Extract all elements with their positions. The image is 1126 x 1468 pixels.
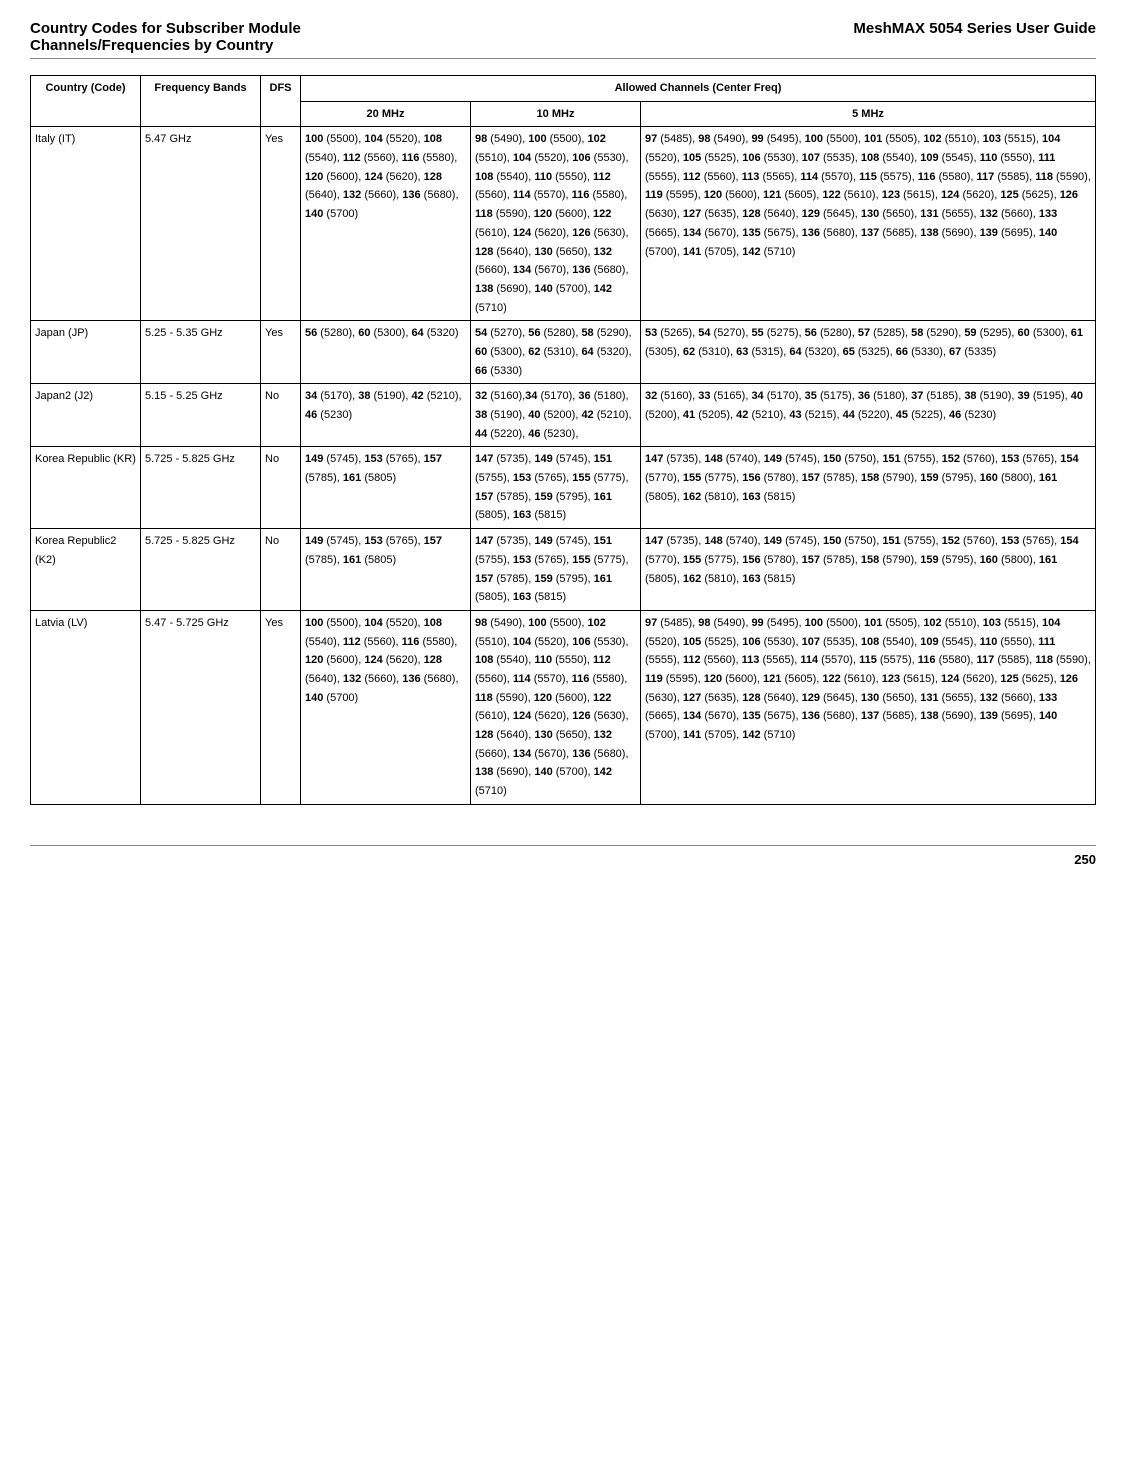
cell-country: Korea Republic2 (K2) bbox=[31, 529, 141, 611]
cell-freq: 5.25 - 5.35 GHz bbox=[141, 321, 261, 384]
table-row: Japan (JP)5.25 - 5.35 GHzYes56 (5280), 6… bbox=[31, 321, 1096, 384]
cell-c10: 147 (5735), 149 (5745), 151 (5755), 153 … bbox=[471, 529, 641, 611]
cell-c10: 54 (5270), 56 (5280), 58 (5290), 60 (530… bbox=[471, 321, 641, 384]
cell-freq: 5.47 GHz bbox=[141, 127, 261, 321]
table-row: Korea Republic2 (K2)5.725 - 5.825 GHzNo1… bbox=[31, 529, 1096, 611]
cell-country: Italy (IT) bbox=[31, 127, 141, 321]
cell-c5: 97 (5485), 98 (5490), 99 (5495), 100 (55… bbox=[641, 127, 1096, 321]
cell-c10: 98 (5490), 100 (5500), 102 (5510), 104 (… bbox=[471, 610, 641, 804]
cell-c5: 97 (5485), 98 (5490), 99 (5495), 100 (55… bbox=[641, 610, 1096, 804]
header-right: MeshMAX 5054 Series User Guide bbox=[853, 20, 1096, 37]
cell-c10: 98 (5490), 100 (5500), 102 (5510), 104 (… bbox=[471, 127, 641, 321]
cell-dfs: Yes bbox=[261, 321, 301, 384]
cell-country: Japan (JP) bbox=[31, 321, 141, 384]
table-head: Country (Code) Frequency Bands DFS Allow… bbox=[31, 76, 1096, 127]
cell-c5: 53 (5265), 54 (5270), 55 (5275), 56 (528… bbox=[641, 321, 1096, 384]
th-freq: Frequency Bands bbox=[141, 76, 261, 127]
cell-dfs: Yes bbox=[261, 127, 301, 321]
cell-c20: 100 (5500), 104 (5520), 108 (5540), 112 … bbox=[301, 127, 471, 321]
cell-dfs: No bbox=[261, 447, 301, 529]
cell-c20: 100 (5500), 104 (5520), 108 (5540), 112 … bbox=[301, 610, 471, 804]
th-5mhz: 5 MHz bbox=[641, 101, 1096, 127]
th-20mhz: 20 MHz bbox=[301, 101, 471, 127]
th-country: Country (Code) bbox=[31, 76, 141, 127]
page-number: 250 bbox=[30, 852, 1096, 867]
header-left-line2: Channels/Frequencies by Country bbox=[30, 37, 301, 54]
cell-c20: 34 (5170), 38 (5190), 42 (5210), 46 (523… bbox=[301, 384, 471, 447]
cell-freq: 5.725 - 5.825 GHz bbox=[141, 447, 261, 529]
cell-c5: 147 (5735), 148 (5740), 149 (5745), 150 … bbox=[641, 529, 1096, 611]
header-left: Country Codes for Subscriber Module Chan… bbox=[30, 20, 301, 54]
channel-table: Country (Code) Frequency Bands DFS Allow… bbox=[30, 75, 1096, 805]
header-left-line1: Country Codes for Subscriber Module bbox=[30, 20, 301, 37]
cell-c10: 32 (5160),34 (5170), 36 (5180), 38 (5190… bbox=[471, 384, 641, 447]
th-10mhz: 10 MHz bbox=[471, 101, 641, 127]
cell-freq: 5.15 - 5.25 GHz bbox=[141, 384, 261, 447]
footer-divider bbox=[30, 845, 1096, 846]
cell-c5: 32 (5160), 33 (5165), 34 (5170), 35 (517… bbox=[641, 384, 1096, 447]
table-row: Italy (IT)5.47 GHzYes100 (5500), 104 (55… bbox=[31, 127, 1096, 321]
table-body: Italy (IT)5.47 GHzYes100 (5500), 104 (55… bbox=[31, 127, 1096, 804]
header-divider bbox=[30, 58, 1096, 59]
table-row: Japan2 (J2)5.15 - 5.25 GHzNo34 (5170), 3… bbox=[31, 384, 1096, 447]
cell-dfs: Yes bbox=[261, 610, 301, 804]
cell-c20: 56 (5280), 60 (5300), 64 (5320) bbox=[301, 321, 471, 384]
th-allowed: Allowed Channels (Center Freq) bbox=[301, 76, 1096, 102]
cell-dfs: No bbox=[261, 384, 301, 447]
cell-c20: 149 (5745), 153 (5765), 157 (5785), 161 … bbox=[301, 529, 471, 611]
cell-country: Latvia (LV) bbox=[31, 610, 141, 804]
cell-c20: 149 (5745), 153 (5765), 157 (5785), 161 … bbox=[301, 447, 471, 529]
th-dfs: DFS bbox=[261, 76, 301, 127]
table-row: Korea Republic (KR)5.725 - 5.825 GHzNo14… bbox=[31, 447, 1096, 529]
cell-freq: 5.47 - 5.725 GHz bbox=[141, 610, 261, 804]
page-header: Country Codes for Subscriber Module Chan… bbox=[30, 20, 1096, 54]
cell-country: Japan2 (J2) bbox=[31, 384, 141, 447]
cell-c10: 147 (5735), 149 (5745), 151 (5755), 153 … bbox=[471, 447, 641, 529]
table-row: Latvia (LV)5.47 - 5.725 GHzYes100 (5500)… bbox=[31, 610, 1096, 804]
cell-c5: 147 (5735), 148 (5740), 149 (5745), 150 … bbox=[641, 447, 1096, 529]
cell-country: Korea Republic (KR) bbox=[31, 447, 141, 529]
table-head-row-1: Country (Code) Frequency Bands DFS Allow… bbox=[31, 76, 1096, 102]
cell-freq: 5.725 - 5.825 GHz bbox=[141, 529, 261, 611]
cell-dfs: No bbox=[261, 529, 301, 611]
